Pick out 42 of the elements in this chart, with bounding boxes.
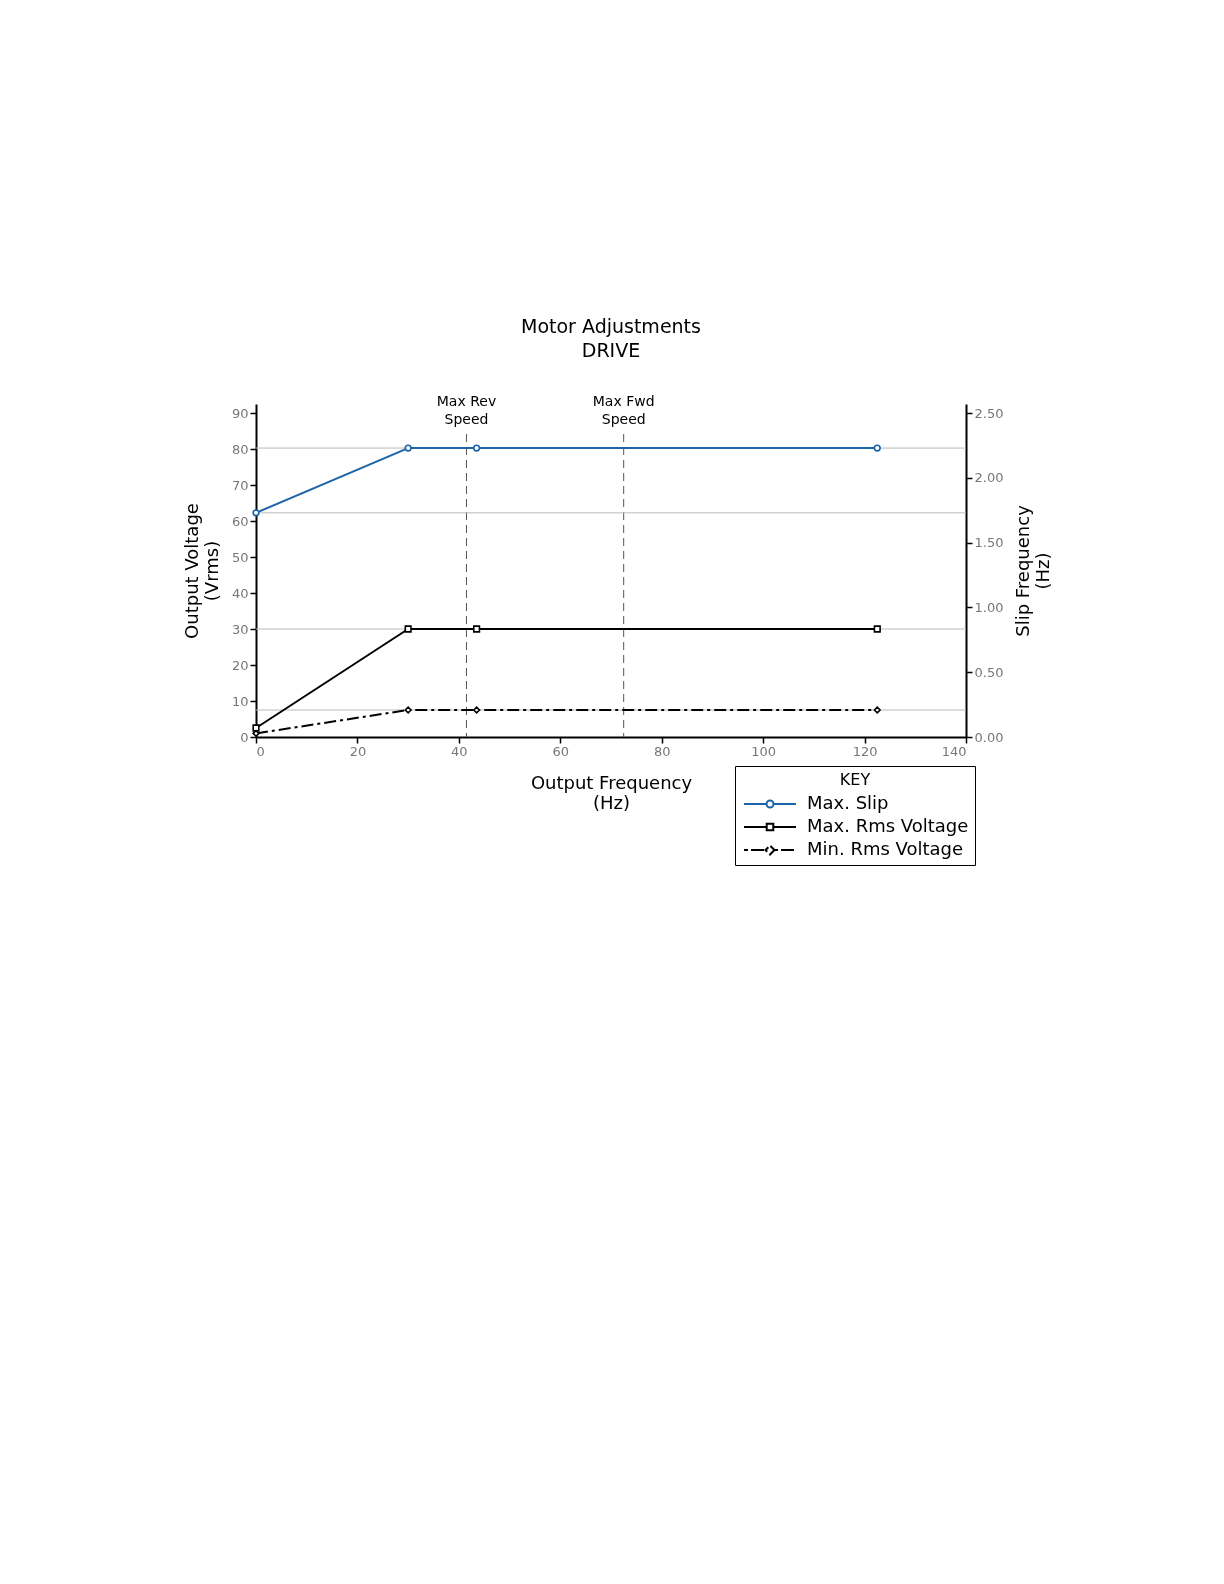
x-tick-label: 100 (751, 743, 777, 759)
x-tick-label: 80 (653, 743, 671, 759)
x-tick-label: 140 (941, 743, 967, 759)
chart-title: Motor Adjustments (521, 315, 701, 337)
y-tick-label: 20 (231, 657, 249, 673)
x-tick-label: 20 (349, 743, 367, 759)
y-tick-label: 40 (231, 585, 249, 601)
y2-tick-label: 0.00 (974, 729, 1004, 745)
y2-tick-label: 2.00 (974, 470, 1004, 486)
x-tick-label: 60 (552, 743, 570, 759)
legend-label: Min. Rms Voltage (807, 838, 964, 859)
ref-line-label: Max Fwd Speed (592, 393, 655, 427)
legend-title: KEY (839, 770, 871, 789)
point (873, 706, 881, 714)
y2-tick-label: 2.50 (974, 405, 1004, 421)
legend-label: Max. Rms Voltage (807, 815, 969, 836)
x-tick-label: 120 (852, 743, 878, 759)
y-tick-label: 10 (231, 693, 249, 709)
y2-axis-title: Slip Frequency (Hz) (1012, 504, 1054, 637)
point (252, 724, 260, 732)
y-tick-label: 50 (231, 549, 249, 565)
point (472, 625, 481, 633)
legend-label: Max. Slip (807, 792, 889, 813)
x-tick-label: 40 (451, 743, 468, 759)
chart-subtitle: DRIVE (581, 339, 641, 361)
y-axis-title: Output Voltage (Vrms) (180, 503, 222, 639)
y2-tick-label: 1.00 (974, 599, 1004, 615)
y-tick-label: 0 (240, 729, 249, 745)
ref-line-label: Max Rev Speed (436, 393, 497, 427)
point (873, 625, 881, 633)
point (404, 706, 412, 714)
y-tick-label: 70 (231, 477, 249, 493)
x-axis-title: Output Frequency (Hz) (530, 771, 693, 813)
y-tick-label: 80 (231, 441, 249, 457)
point (472, 706, 481, 714)
y2-tick-label: 0.50 (974, 664, 1004, 680)
y-tick-label: 30 (231, 621, 249, 637)
y2-tick-label: 1.50 (974, 535, 1004, 551)
x-tick-label: 0 (256, 743, 265, 759)
y-tick-label: 90 (231, 405, 249, 421)
y-tick-label: 60 (231, 513, 249, 529)
point (404, 625, 412, 633)
